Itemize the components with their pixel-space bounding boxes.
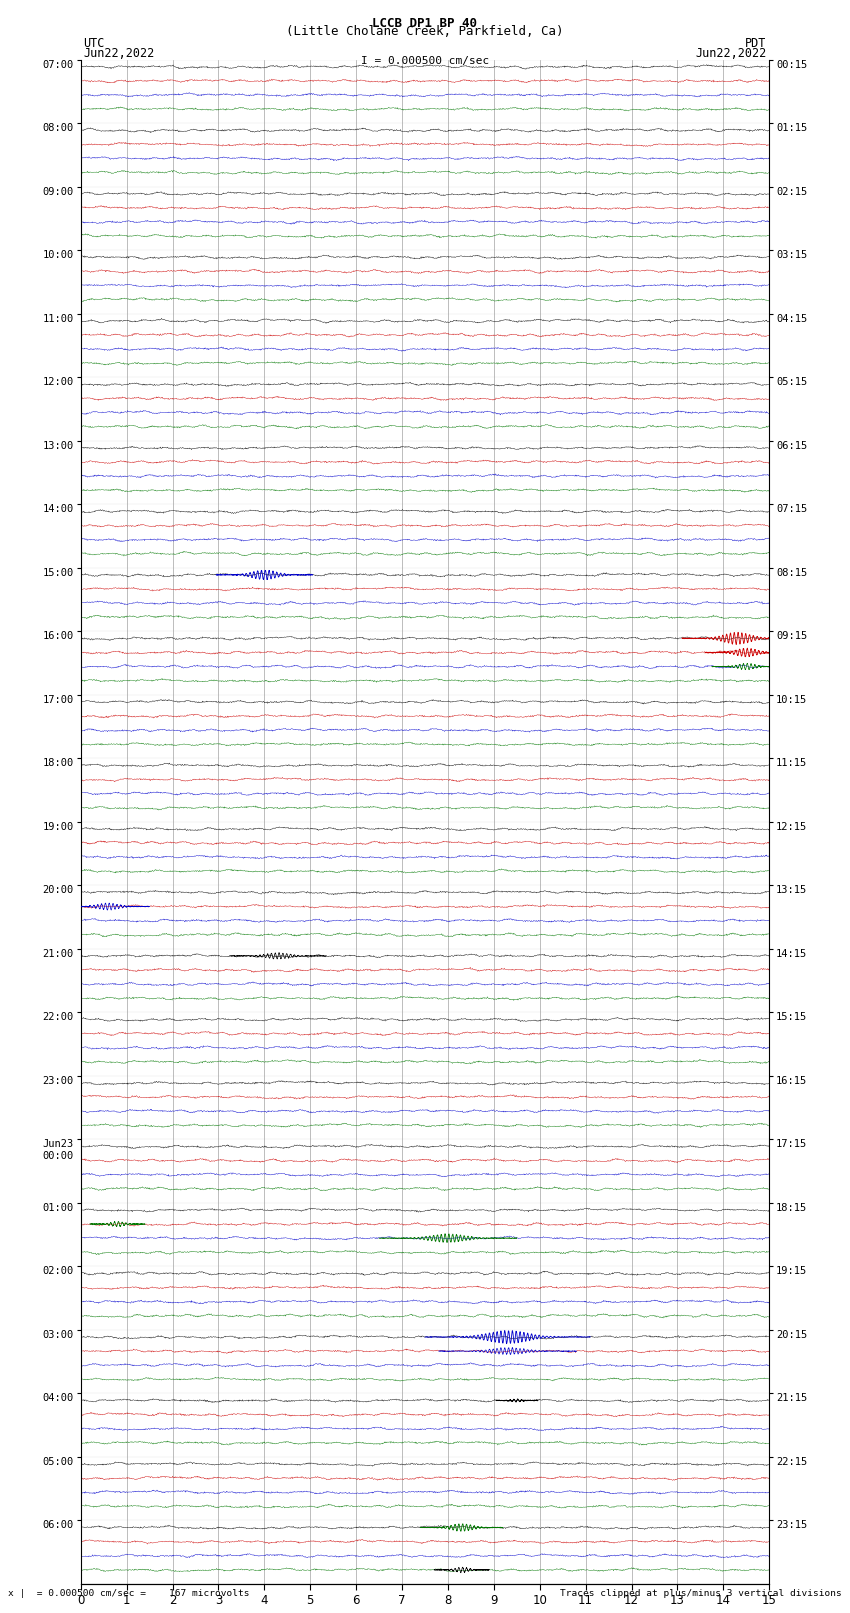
Text: PDT: PDT — [745, 37, 767, 50]
Text: Jun22,2022: Jun22,2022 — [83, 47, 155, 60]
Text: I = 0.000500 cm/sec: I = 0.000500 cm/sec — [361, 56, 489, 66]
Text: LCCB DP1 BP 40: LCCB DP1 BP 40 — [372, 18, 478, 31]
Text: UTC: UTC — [83, 37, 105, 50]
Text: (Little Cholane Creek, Parkfield, Ca): (Little Cholane Creek, Parkfield, Ca) — [286, 24, 564, 39]
Text: Traces clipped at plus/minus 3 vertical divisions: Traces clipped at plus/minus 3 vertical … — [560, 1589, 842, 1598]
Text: x |  = 0.000500 cm/sec =    167 microvolts: x | = 0.000500 cm/sec = 167 microvolts — [8, 1589, 250, 1598]
Text: Jun22,2022: Jun22,2022 — [695, 47, 767, 60]
